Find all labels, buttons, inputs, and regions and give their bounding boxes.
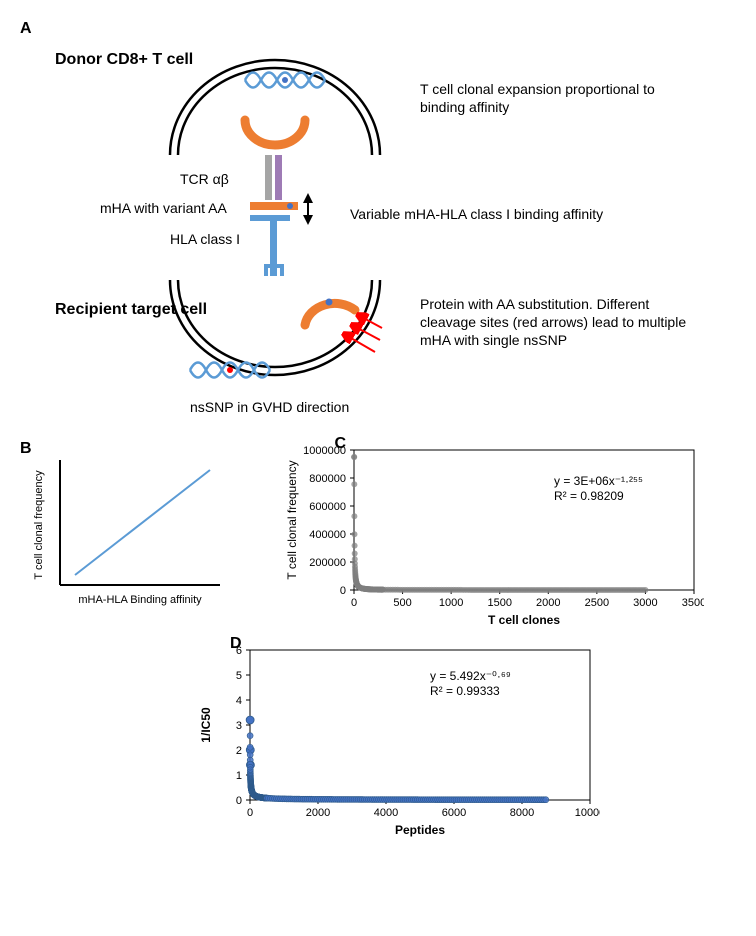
- tcr-label: TCR αβ: [180, 170, 229, 188]
- svg-text:8000: 8000: [510, 807, 534, 819]
- svg-text:1500: 1500: [488, 597, 512, 609]
- svg-text:T cell clones: T cell clones: [488, 613, 560, 627]
- svg-text:4000: 4000: [374, 807, 398, 819]
- right-text-1: T cell clonal expansion proportional to …: [420, 80, 680, 116]
- svg-text:1000000: 1000000: [304, 445, 347, 457]
- svg-text:0: 0: [340, 585, 346, 597]
- svg-text:2000: 2000: [536, 597, 560, 609]
- svg-text:0: 0: [247, 807, 253, 819]
- panel-c-svg: 0 500 1000 1500 2000 2500 3000 3500 0 200000 40000…: [274, 440, 704, 630]
- svg-text:1/IC50: 1/IC50: [199, 707, 213, 743]
- svg-text:5: 5: [236, 670, 242, 682]
- recipient-cell: [170, 280, 380, 375]
- svg-text:500: 500: [394, 597, 412, 609]
- donor-cell-label: Donor CD8+ T cell: [55, 50, 193, 71]
- svg-text:400000: 400000: [310, 529, 347, 541]
- panel-c: C 05001000150020002500300035000200000400…: [274, 440, 704, 630]
- panel-d: D 02000400060008000100000123456Peptides1…: [170, 640, 600, 840]
- donor-protein-icon: [245, 120, 305, 145]
- svg-text:4: 4: [236, 695, 242, 707]
- svg-text:0: 0: [351, 597, 357, 609]
- svg-text:T cell clonal frequency: T cell clonal frequency: [285, 460, 299, 579]
- svg-text:600000: 600000: [310, 501, 347, 513]
- svg-text:3500: 3500: [682, 597, 704, 609]
- donor-dna-icon: [245, 73, 325, 88]
- recipient-cell-label: Recipient target cell: [55, 300, 207, 321]
- mha-label: mHA with variant AA: [100, 199, 227, 217]
- svg-text:0: 0: [236, 795, 242, 807]
- svg-text:1: 1: [236, 770, 242, 782]
- right-text-3: Protein with AA substitution. Different …: [420, 295, 690, 350]
- hla-label: HLA class I: [170, 230, 240, 248]
- panel-d-svg: 0 2000 4000 6000 8000 10000 0 1 2 3 4 5 6 Peptides 1/I…: [170, 640, 600, 840]
- svg-text:R² = 0.98209: R² = 0.98209: [554, 489, 624, 503]
- svg-text:6000: 6000: [442, 807, 466, 819]
- svg-text:y = 3E+06x⁻¹·²⁵⁵: y = 3E+06x⁻¹·²⁵⁵: [554, 474, 643, 488]
- svg-text:3000: 3000: [634, 597, 658, 609]
- bottom-text: nsSNP in GVHD direction: [190, 398, 349, 416]
- svg-text:2500: 2500: [585, 597, 609, 609]
- svg-text:6: 6: [236, 645, 242, 657]
- svg-text:R² = 0.99333: R² = 0.99333: [430, 684, 500, 698]
- svg-text:10000: 10000: [575, 807, 600, 819]
- svg-text:3: 3: [236, 720, 242, 732]
- right-text-2: Variable mHA-HLA class I binding affinit…: [350, 205, 650, 223]
- tcr-hla-complex-icon: [250, 155, 298, 276]
- panel-b: B mHA-HLA Binding affinity T cell clonal…: [20, 440, 240, 610]
- recipient-protein-icon: [305, 299, 355, 326]
- svg-text:y = 5.492x⁻⁰·⁶⁹: y = 5.492x⁻⁰·⁶⁹: [430, 669, 511, 683]
- svg-text:200000: 200000: [310, 557, 347, 569]
- svg-text:800000: 800000: [310, 473, 347, 485]
- panel-b-xlabel: mHA-HLA Binding affinity: [78, 594, 202, 606]
- panel-b-ylabel: T cell clonal frequency: [33, 470, 45, 580]
- panel-a: A: [20, 20, 736, 440]
- svg-text:2: 2: [236, 745, 242, 757]
- svg-text:2000: 2000: [306, 807, 330, 819]
- svg-text:Peptides: Peptides: [395, 823, 445, 837]
- svg-text:1000: 1000: [439, 597, 463, 609]
- panel-b-svg: mHA-HLA Binding affinity T cell clonal f…: [20, 440, 240, 610]
